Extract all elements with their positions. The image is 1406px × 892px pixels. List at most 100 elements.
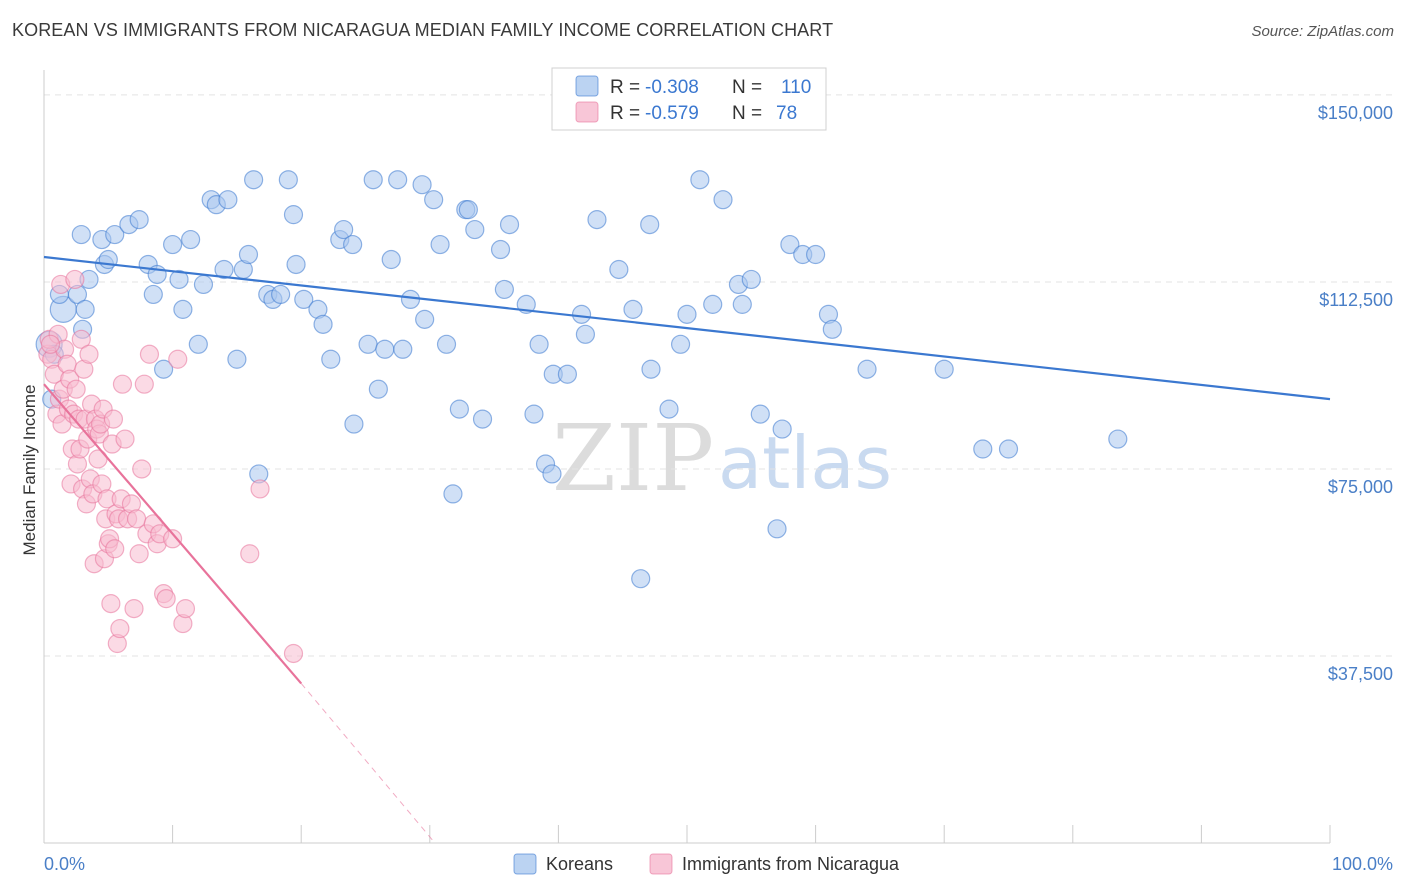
point-nicaragua — [240, 544, 260, 564]
point-koreans — [703, 294, 723, 314]
point-koreans — [934, 359, 954, 379]
point-nicaragua — [101, 594, 121, 614]
legend-r-value-koreans: -0.308 — [645, 77, 699, 98]
point-koreans — [772, 419, 792, 439]
point-koreans — [499, 215, 520, 235]
point-nicaragua — [71, 329, 91, 349]
point-koreans — [75, 299, 95, 319]
x-tick-labels: 0.0% 100.0% — [44, 854, 1393, 874]
point-koreans — [571, 304, 592, 324]
bottom-legend-swatch-nicaragua — [649, 853, 673, 875]
point-koreans — [218, 190, 238, 210]
legend-n-value-koreans: 110 — [781, 77, 811, 98]
point-koreans — [631, 569, 651, 589]
point-nicaragua — [103, 409, 124, 429]
point-koreans — [271, 284, 291, 305]
axes — [43, 70, 1331, 844]
point-koreans — [465, 219, 485, 240]
point-koreans — [368, 379, 388, 399]
point-nicaragua — [124, 599, 144, 619]
point-koreans — [575, 324, 596, 344]
point-koreans — [105, 224, 125, 245]
point-nicaragua — [132, 459, 152, 479]
y-tick-label: $112,500 — [1319, 290, 1393, 310]
trendlines — [43, 255, 1331, 844]
point-koreans — [732, 294, 752, 314]
point-koreans — [424, 190, 444, 210]
point-koreans — [805, 244, 826, 265]
y-tick-labels: $37,500 $75,000 $112,500 $150,000 — [1318, 103, 1393, 684]
point-koreans — [321, 349, 341, 369]
point-nicaragua — [105, 539, 125, 559]
point-koreans — [690, 170, 710, 190]
legend-n-label-nicaragua: N = — [732, 103, 762, 124]
point-koreans — [129, 210, 149, 230]
legend-n-value-nicaragua: 78 — [776, 103, 797, 124]
y-tick-label: $75,000 — [1328, 477, 1393, 497]
point-koreans — [169, 269, 189, 290]
point-koreans — [71, 224, 91, 245]
watermark-atlas: atlas — [718, 421, 892, 505]
point-koreans — [609, 259, 629, 280]
watermark: ZIP atlas — [552, 405, 892, 512]
point-koreans — [713, 190, 733, 210]
chart-title: KOREAN VS IMMIGRANTS FROM NICARAGUA MEDI… — [12, 20, 834, 40]
point-koreans — [415, 309, 435, 329]
point-nicaragua — [66, 379, 86, 399]
point-koreans — [181, 229, 201, 250]
legend-r-value-nicaragua: -0.579 — [645, 103, 699, 124]
point-koreans — [587, 210, 607, 230]
y-tick-label: $150,000 — [1318, 103, 1393, 123]
point-koreans — [524, 404, 544, 424]
point-koreans — [393, 339, 413, 359]
legend-box: R = -0.308 N = 110 R = -0.579 N = 78 — [551, 67, 827, 131]
source-label: Source: ZipAtlas.com — [1251, 23, 1394, 40]
point-koreans — [1108, 429, 1128, 449]
x-tick-label-max: 100.0% — [1332, 854, 1393, 874]
point-koreans — [822, 319, 842, 339]
point-koreans — [659, 399, 679, 419]
point-koreans — [780, 234, 800, 255]
point-koreans — [358, 334, 378, 354]
point-koreans — [286, 254, 306, 275]
point-koreans — [375, 339, 395, 359]
point-nicaragua — [250, 479, 270, 499]
point-koreans — [143, 284, 163, 305]
bottom-legend: Koreans Immigrants from Nicaragua — [513, 853, 900, 875]
point-koreans — [227, 349, 247, 369]
point-nicaragua — [168, 349, 188, 369]
point-koreans — [973, 439, 993, 459]
legend-swatch-koreans — [575, 75, 599, 97]
x-tick-label-min: 0.0% — [44, 854, 85, 874]
point-koreans — [641, 359, 661, 379]
point-koreans — [283, 205, 304, 225]
point-koreans — [670, 334, 691, 354]
legend-n-label-koreans: N = — [732, 77, 762, 98]
point-koreans — [381, 249, 401, 270]
point-nicaragua — [156, 589, 176, 609]
point-nicaragua — [134, 374, 154, 394]
point-koreans — [430, 234, 450, 255]
point-nicaragua — [40, 334, 61, 354]
point-koreans — [188, 334, 208, 354]
point-nicaragua — [79, 344, 99, 364]
point-koreans — [449, 399, 469, 419]
point-koreans — [294, 289, 314, 310]
point-nicaragua — [163, 529, 183, 549]
point-nicaragua — [115, 429, 135, 449]
trendline-nicaragua — [43, 383, 303, 685]
point-koreans — [494, 279, 514, 300]
point-koreans — [278, 170, 298, 190]
point-nicaragua — [175, 599, 196, 619]
point-koreans — [443, 484, 463, 504]
point-koreans — [214, 259, 234, 280]
point-koreans — [313, 314, 333, 334]
point-koreans — [244, 170, 264, 190]
point-koreans — [388, 170, 408, 190]
point-koreans — [343, 234, 363, 255]
point-koreans — [334, 219, 354, 240]
point-koreans — [436, 334, 457, 354]
point-koreans — [998, 439, 1019, 459]
point-koreans — [458, 200, 478, 220]
